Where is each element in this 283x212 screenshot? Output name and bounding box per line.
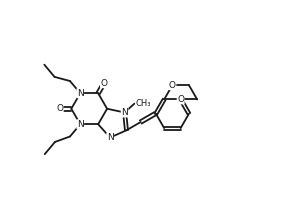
Text: CH₃: CH₃: [136, 99, 151, 108]
Text: O: O: [100, 79, 108, 88]
Text: N: N: [77, 89, 84, 98]
Text: O: O: [177, 95, 184, 104]
Text: N: N: [77, 120, 84, 129]
Text: O: O: [56, 104, 63, 113]
Text: N: N: [107, 133, 113, 142]
Text: N: N: [121, 108, 128, 117]
Text: O: O: [169, 81, 176, 90]
